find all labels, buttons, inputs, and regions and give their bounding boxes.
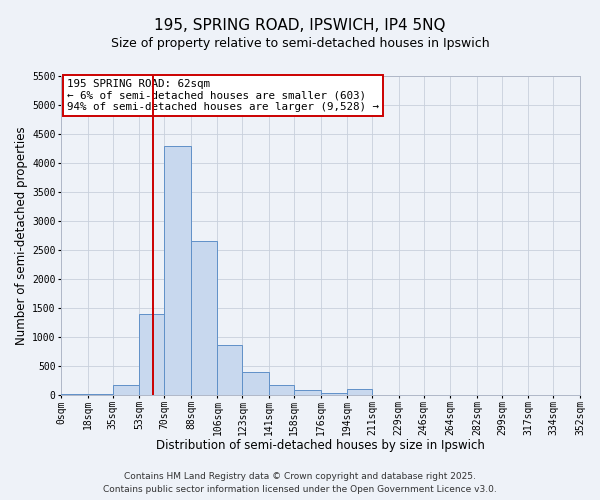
X-axis label: Distribution of semi-detached houses by size in Ipswich: Distribution of semi-detached houses by … xyxy=(156,440,485,452)
Bar xyxy=(191,242,217,394)
Text: 195 SPRING ROAD: 62sqm
← 6% of semi-detached houses are smaller (603)
94% of sem: 195 SPRING ROAD: 62sqm ← 6% of semi-deta… xyxy=(67,80,379,112)
Bar xyxy=(217,345,242,395)
Text: Contains HM Land Registry data © Crown copyright and database right 2025.: Contains HM Land Registry data © Crown c… xyxy=(124,472,476,481)
Y-axis label: Number of semi-detached properties: Number of semi-detached properties xyxy=(15,126,28,345)
Text: Size of property relative to semi-detached houses in Ipswich: Size of property relative to semi-detach… xyxy=(110,38,490,51)
Bar xyxy=(294,390,320,394)
Bar xyxy=(164,146,191,394)
Text: Contains public sector information licensed under the Open Government Licence v3: Contains public sector information licen… xyxy=(103,485,497,494)
Bar xyxy=(347,388,372,394)
Bar xyxy=(139,314,164,394)
Text: 195, SPRING ROAD, IPSWICH, IP4 5NQ: 195, SPRING ROAD, IPSWICH, IP4 5NQ xyxy=(154,18,446,32)
Bar xyxy=(113,384,139,394)
Bar xyxy=(269,386,294,394)
Bar xyxy=(320,393,347,394)
Bar xyxy=(242,372,269,394)
